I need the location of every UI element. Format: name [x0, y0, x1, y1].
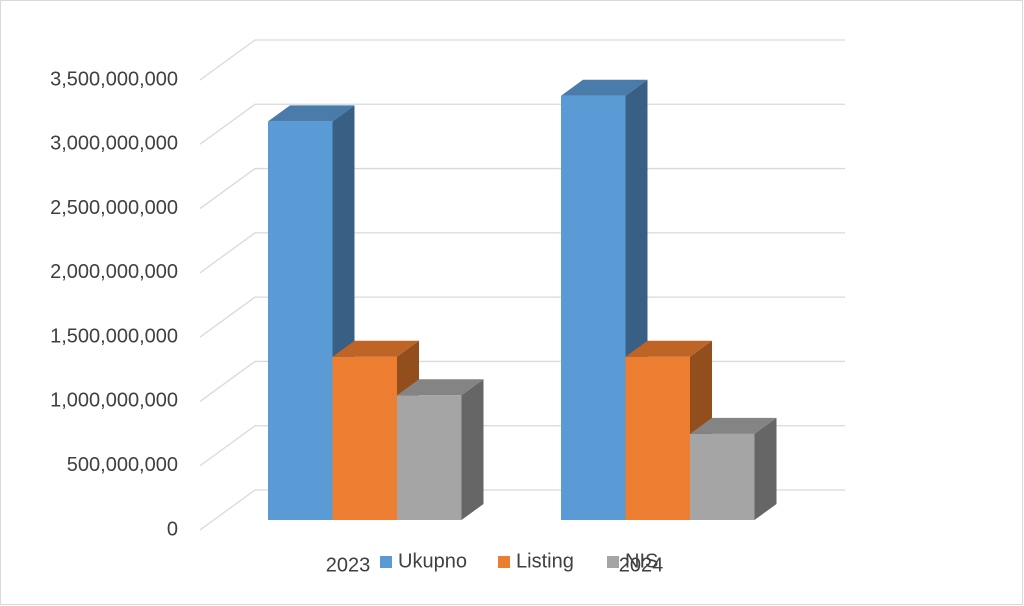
- bar-front: [561, 95, 626, 520]
- bar-front: [625, 356, 690, 520]
- bar-front: [690, 433, 755, 520]
- y-tick-label: 2,000,000,000: [50, 261, 178, 283]
- bar-top: [332, 340, 419, 357]
- bar-top: [397, 379, 484, 396]
- legend-label: Ukupno: [398, 550, 467, 572]
- bar-top: [625, 340, 712, 357]
- legend-label: Listing: [516, 550, 574, 572]
- legend-swatch: [607, 556, 619, 568]
- bar: [397, 379, 484, 520]
- bar-side: [754, 417, 777, 520]
- grid-line: [199, 167, 845, 210]
- bar-front: [332, 356, 397, 520]
- legend-swatch: [380, 556, 392, 568]
- y-tick-label: 1,000,000,000: [50, 390, 178, 412]
- y-tick-label: 3,000,000,000: [50, 133, 178, 155]
- legend-label: NIS: [625, 550, 658, 572]
- bar-side: [461, 379, 484, 520]
- y-tick-label: 0: [167, 518, 178, 540]
- bar-top: [268, 105, 355, 122]
- grid-line: [199, 232, 845, 274]
- bar-front: [268, 121, 333, 520]
- legend-swatch: [498, 556, 510, 568]
- grid-line: [199, 39, 845, 81]
- x-tick-label: 2024: [619, 554, 664, 576]
- y-tick-label: 2,500,000,000: [50, 197, 178, 219]
- grid-line: [199, 103, 845, 145]
- bar-top: [690, 417, 777, 434]
- y-tick-label: 500,000,000: [67, 454, 178, 476]
- grid-line: [199, 296, 845, 338]
- bar-top: [561, 79, 648, 96]
- y-tick-label: 3,500,000,000: [50, 68, 178, 90]
- x-tick-label: 2023: [326, 554, 371, 576]
- bar: [690, 417, 777, 520]
- y-tick-label: 1,500,000,000: [50, 325, 178, 347]
- bar-front: [397, 395, 462, 520]
